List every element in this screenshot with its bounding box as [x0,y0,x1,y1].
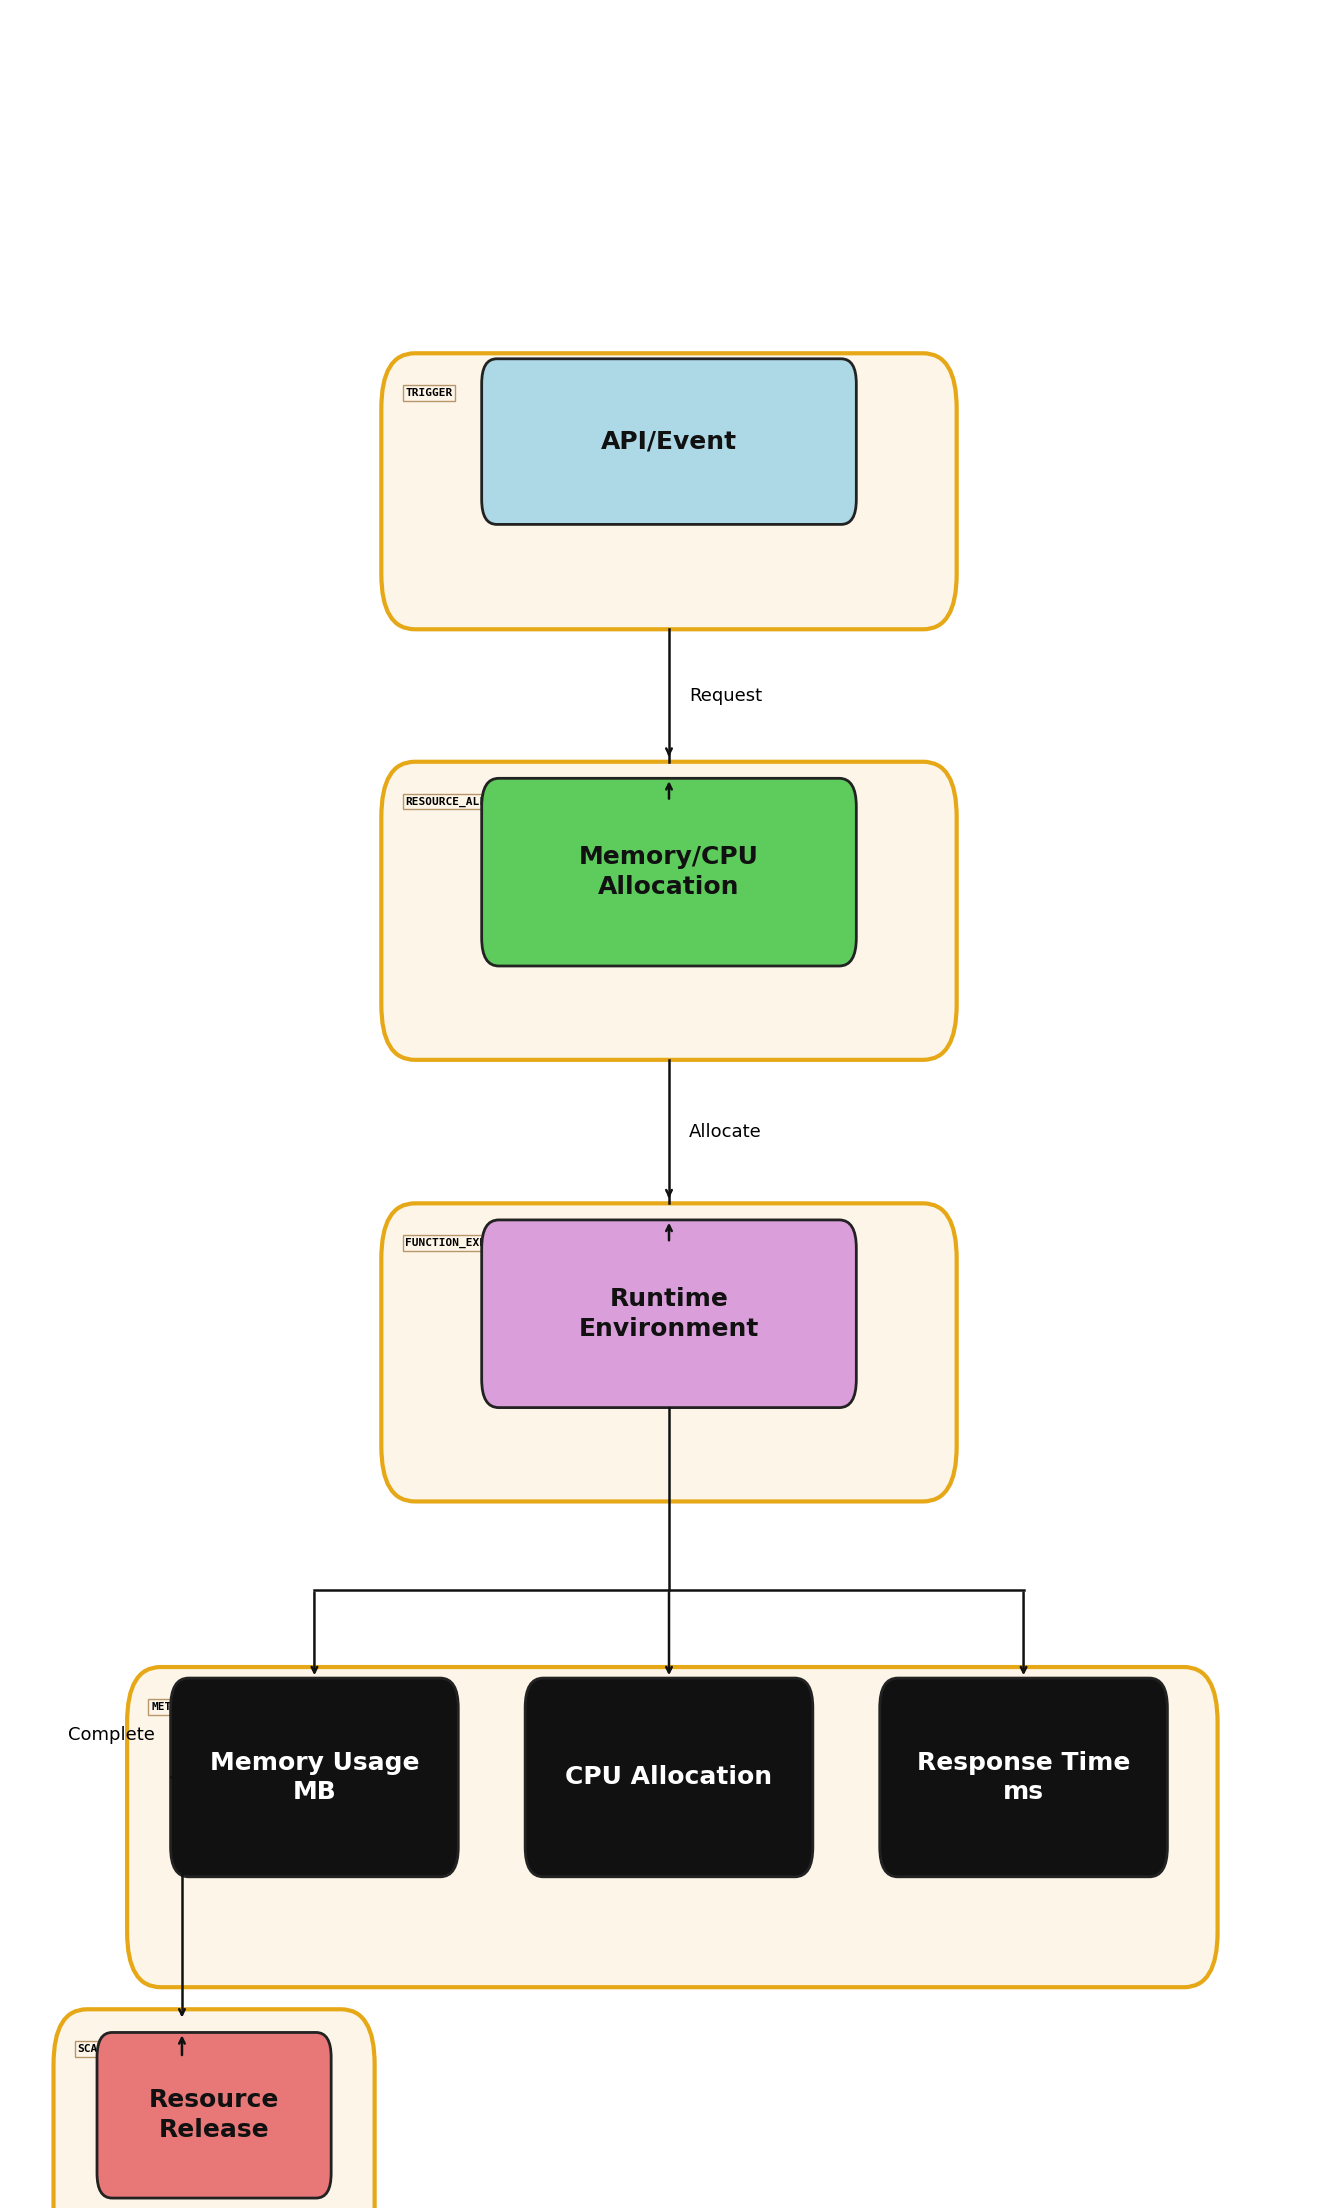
FancyBboxPatch shape [98,2031,332,2199]
FancyBboxPatch shape [381,1203,957,1501]
Text: Allocate: Allocate [689,1122,761,1142]
Text: FUNCTION_EXECUTION: FUNCTION_EXECUTION [405,1239,527,1248]
FancyBboxPatch shape [171,1678,458,1877]
Text: Complete: Complete [68,1727,155,1744]
Text: Response Time
ms: Response Time ms [917,1751,1131,1804]
Text: Resource
Release: Resource Release [149,2089,280,2142]
Text: Request: Request [689,687,763,704]
FancyBboxPatch shape [381,762,957,1060]
Text: Memory Usage
MB: Memory Usage MB [210,1751,419,1804]
FancyBboxPatch shape [482,1219,856,1409]
Text: CPU Allocation: CPU Allocation [566,1766,772,1788]
Text: Runtime
Environment: Runtime Environment [579,1287,759,1340]
FancyBboxPatch shape [526,1678,814,1877]
FancyBboxPatch shape [482,358,856,523]
FancyBboxPatch shape [54,2009,375,2208]
FancyBboxPatch shape [381,353,957,629]
FancyBboxPatch shape [482,779,856,967]
FancyBboxPatch shape [127,1667,1218,1987]
Text: SCALE_DOWN: SCALE_DOWN [78,2045,145,2053]
Text: RESOURCE_ALLOCATION: RESOURCE_ALLOCATION [405,797,534,806]
Text: Memory/CPU
Allocation: Memory/CPU Allocation [579,846,759,899]
Text: TRIGGER: TRIGGER [405,389,452,397]
Text: API/Event: API/Event [601,431,737,453]
Text: METRICS: METRICS [151,1702,198,1711]
FancyBboxPatch shape [880,1678,1167,1877]
